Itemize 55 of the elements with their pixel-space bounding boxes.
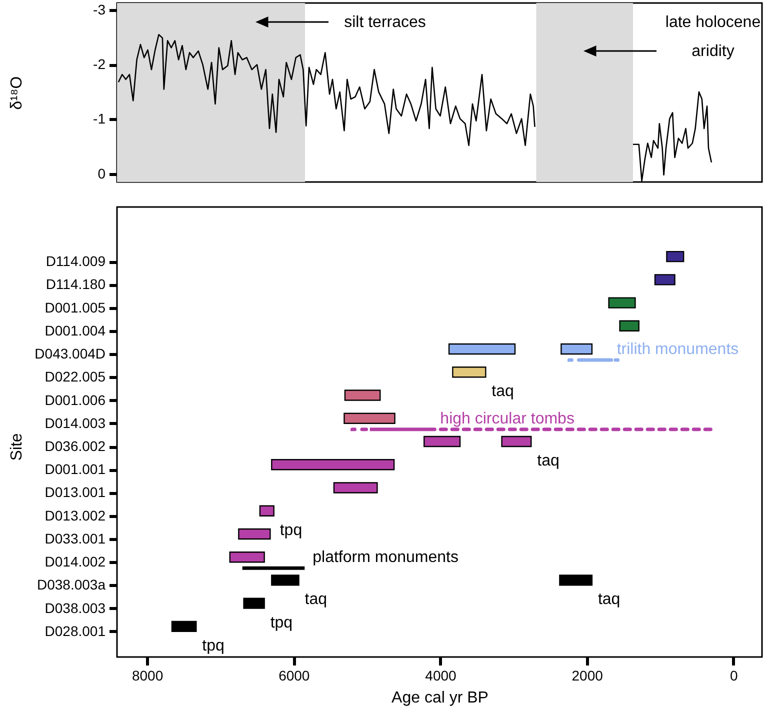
bar [242, 566, 305, 570]
annotation: tpq [280, 522, 302, 539]
x-tick-label: 0 [730, 668, 738, 684]
y-axis-title: δ¹⁸O [8, 76, 26, 110]
series-label: platform monuments [312, 549, 458, 566]
annotation: tpq [270, 614, 293, 632]
y-tick-label: D013.002 [44, 507, 106, 524]
y-tick-label: D022.005 [44, 368, 106, 385]
y-tick-label: D036.002 [44, 438, 106, 454]
y-tick-label: D033.001 [44, 530, 106, 546]
series-label: high circular tombs [440, 410, 574, 428]
y-tick-label: -1 [93, 110, 106, 127]
band-label: late holocene aridity [665, 14, 761, 60]
y-axis-title: Site [8, 433, 26, 461]
x-tick-label: 2000 [572, 668, 604, 684]
bar [344, 390, 381, 401]
y-tick-label: -3 [93, 2, 106, 18]
y-tick-label: D038.003a [36, 576, 106, 593]
y-tick-label: 0 [98, 165, 106, 182]
x-tick-label: 4000 [425, 668, 457, 684]
bar [229, 551, 265, 563]
annotation: taq [537, 452, 560, 470]
y-tick-label: D043.004D [34, 346, 106, 362]
bar [619, 320, 640, 332]
bar [271, 459, 395, 470]
y-tick-label: D114.009 [46, 253, 106, 270]
y-tick-label: -2 [93, 56, 106, 72]
bar [424, 436, 461, 448]
bar [666, 250, 684, 262]
bar [259, 505, 274, 516]
bar [608, 297, 636, 308]
annotation: taq [492, 383, 514, 400]
annotation: taq [598, 591, 620, 608]
annotation: taq [304, 591, 328, 608]
y-tick-label: D014.003 [44, 414, 106, 431]
bar [654, 274, 676, 286]
bar [344, 412, 396, 424]
y-tick-label: D001.005 [44, 299, 106, 316]
bar [238, 528, 271, 540]
x-axis-title: Age cal yr BP [392, 690, 488, 706]
y-tick-label: D014.002 [44, 554, 106, 570]
y-tick-label: D028.001 [44, 622, 106, 639]
bar [452, 366, 486, 378]
y-tick-label: D001.006 [44, 392, 106, 408]
series-label: trilith monuments [616, 341, 739, 358]
y-tick-label: D001.004 [44, 322, 106, 338]
annotation: tpq [202, 637, 224, 654]
x-tick-label: 8000 [132, 668, 164, 684]
band-label: silt terraces [344, 14, 426, 31]
bar [333, 482, 378, 494]
y-tick-label: D001.001 [44, 461, 106, 478]
x-tick-label: 6000 [278, 668, 310, 684]
y-tick-label: D114.180 [46, 276, 106, 292]
y-tick-label: D013.001 [44, 484, 106, 500]
y-tick-label: D038.003 [44, 600, 106, 616]
